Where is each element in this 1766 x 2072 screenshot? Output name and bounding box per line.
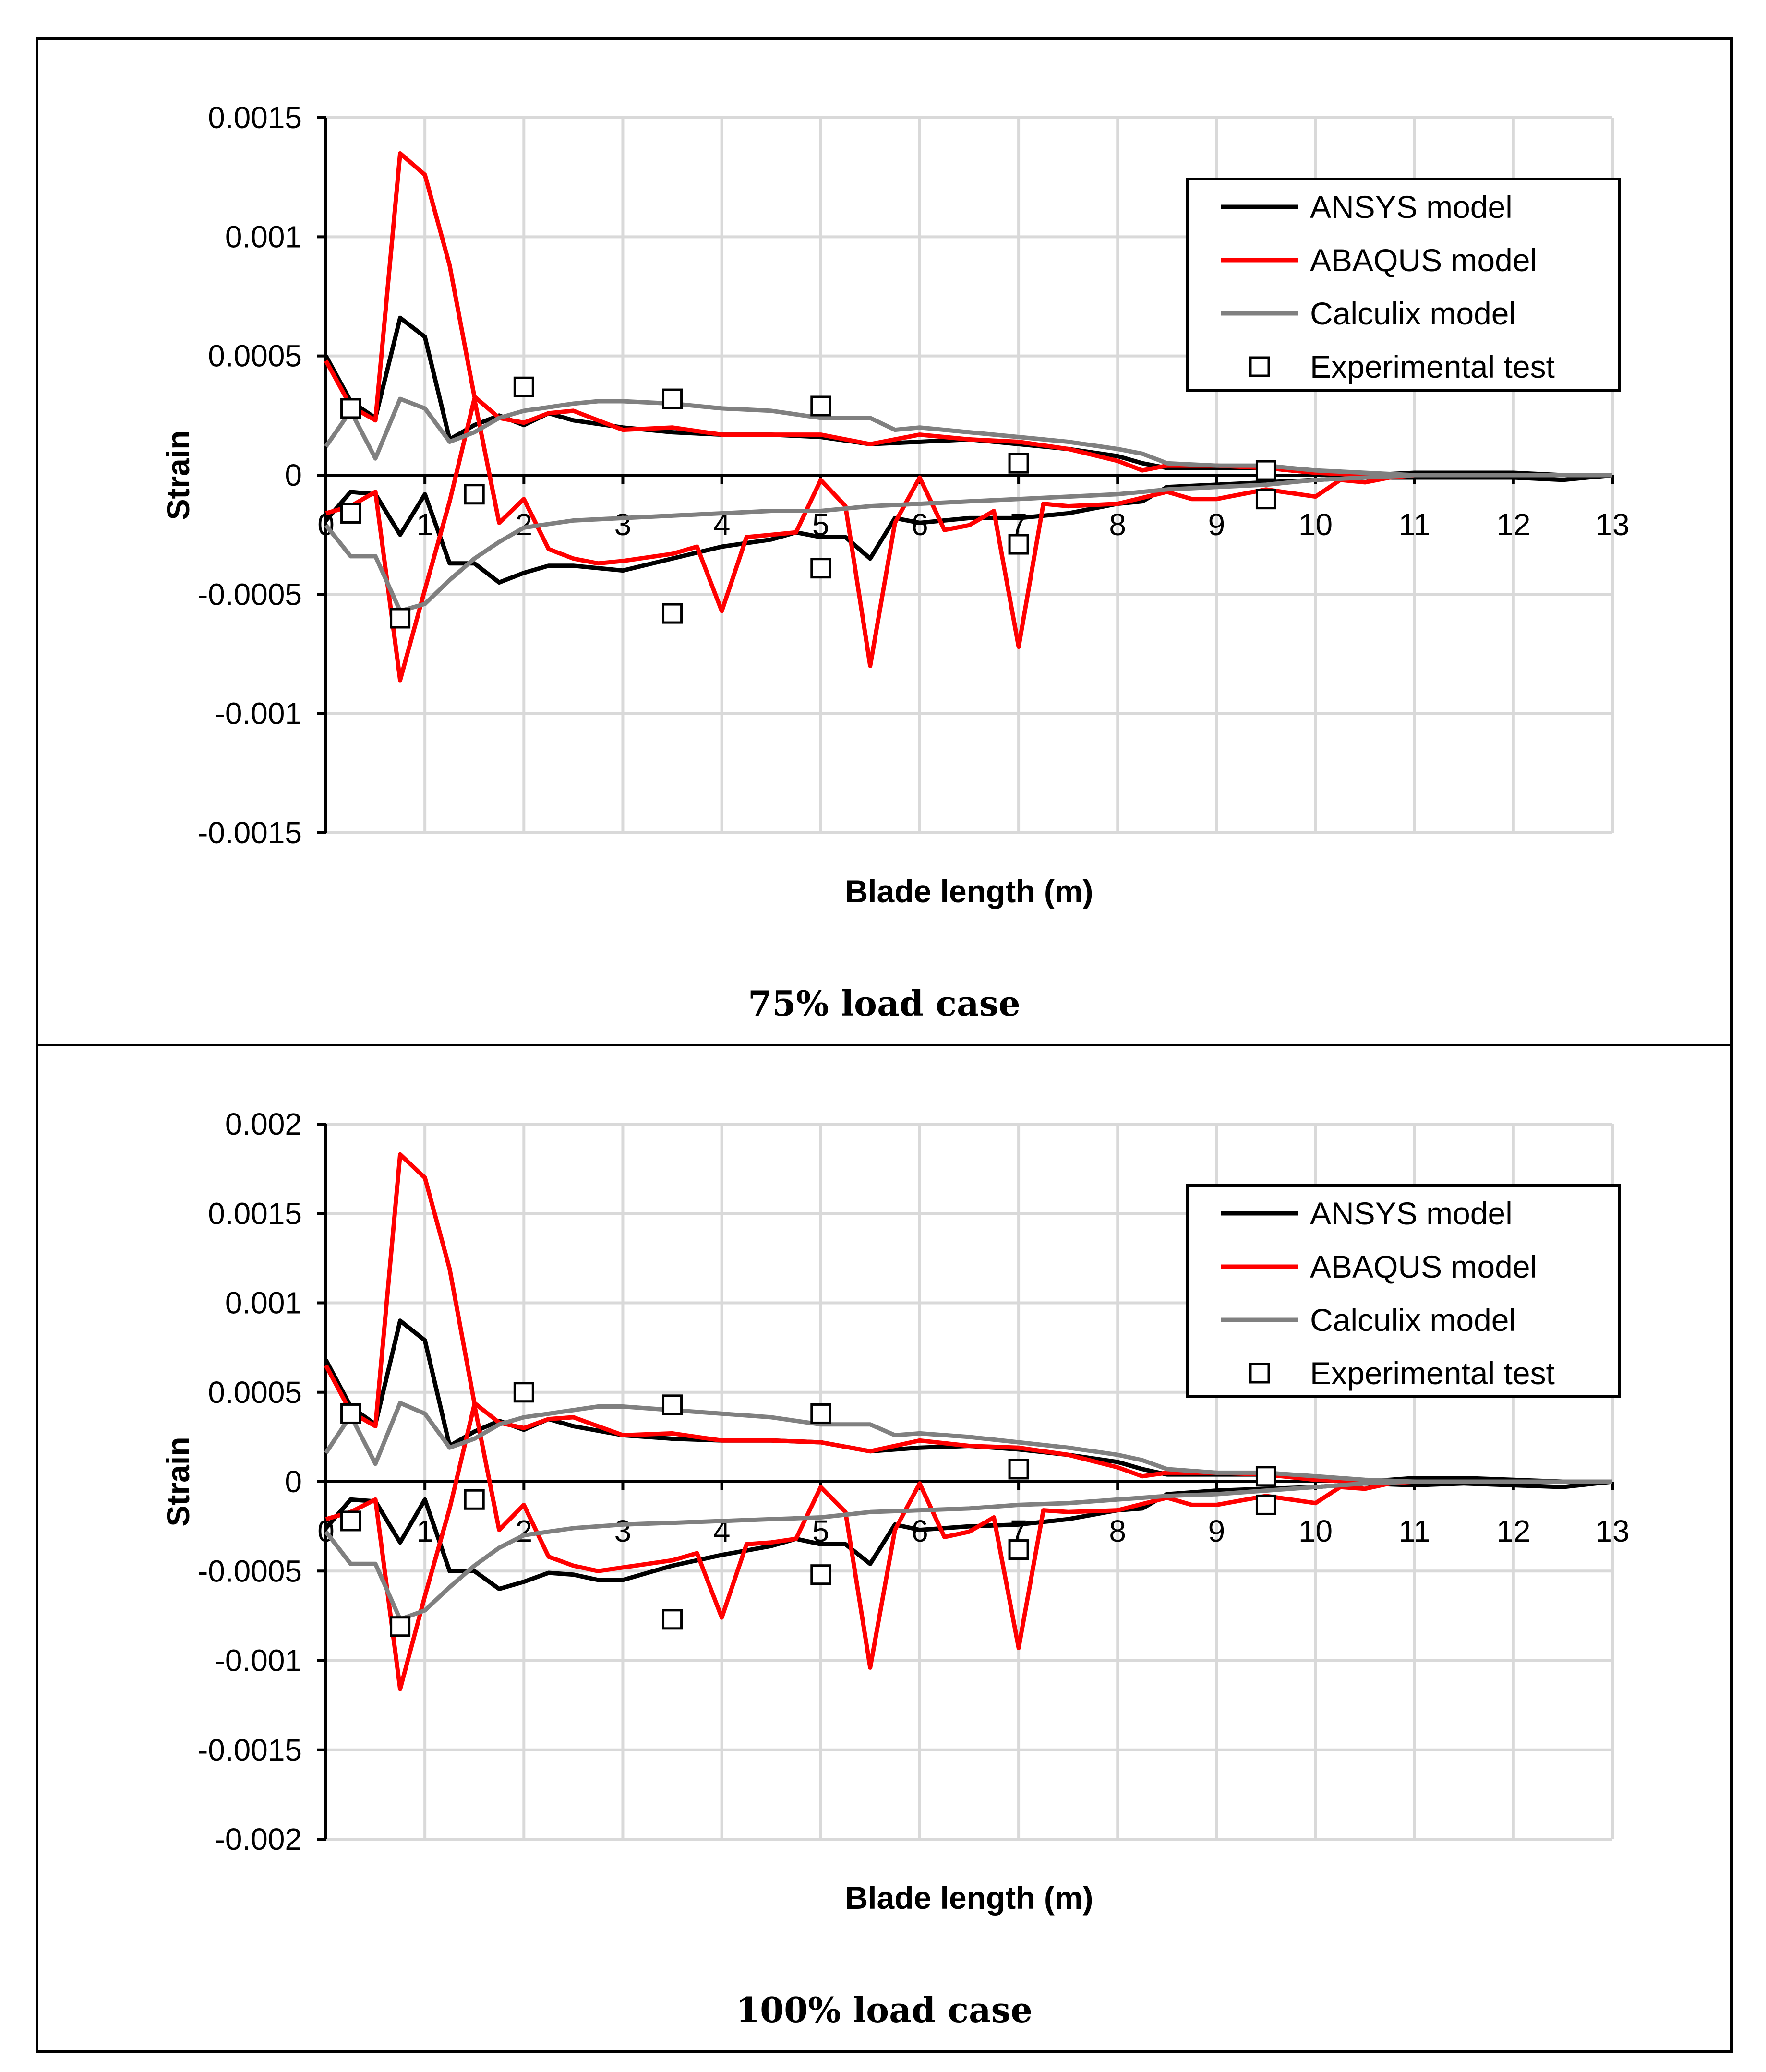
series-line xyxy=(324,1479,1612,1622)
legend-label: Calculix model xyxy=(1310,296,1516,331)
x-tick-label: 13 xyxy=(1595,1514,1629,1548)
series-line xyxy=(324,473,1612,613)
x-tick-label: 9 xyxy=(1208,507,1225,542)
x-tick-label: 11 xyxy=(1398,1514,1430,1548)
experimental-point xyxy=(662,388,683,409)
y-tick-label: 0 xyxy=(285,1464,302,1499)
x-tick-label: 10 xyxy=(1298,507,1333,542)
x-axis-title: Blade length (m) xyxy=(845,874,1093,909)
y-tick-label: 0.0005 xyxy=(208,339,302,373)
series-line xyxy=(324,1152,1612,1484)
x-tick-label: 12 xyxy=(1496,507,1530,542)
y-tick-label: -0.001 xyxy=(215,696,302,731)
y-tick-label: 0 xyxy=(285,458,302,492)
experimental-point xyxy=(1255,1466,1276,1487)
series-line xyxy=(324,1401,1612,1484)
experimental-point xyxy=(810,558,831,579)
y-tick-label: -0.0015 xyxy=(198,1733,302,1767)
series-line xyxy=(324,396,1612,478)
experimental-point xyxy=(1255,460,1276,481)
experimental-point xyxy=(464,484,485,505)
legend-label: ABAQUS model xyxy=(1310,242,1537,278)
y-tick-label: -0.0015 xyxy=(198,815,302,850)
legend: ANSYS model ABAQUS model Calculix model Exp… xyxy=(1186,178,1621,392)
experimental-point xyxy=(340,503,361,524)
experimental-point xyxy=(810,395,831,417)
series-line xyxy=(324,151,1612,478)
y-axis-title: Strain xyxy=(160,430,196,520)
chart-panel-100: 0.002 0.0015 0.001 0.0005 0 -0.0005 -0.001 -0.0… xyxy=(36,1044,1733,2053)
experimental-point xyxy=(1008,453,1029,474)
experimental-point xyxy=(1008,534,1029,555)
experimental-point xyxy=(390,608,411,629)
y-tick-label: 0.0015 xyxy=(208,1196,302,1231)
legend-label: Calculix model xyxy=(1310,1302,1516,1338)
legend-box xyxy=(1186,1184,1621,1398)
experimental-point xyxy=(513,376,534,397)
experimental-point xyxy=(1255,489,1276,510)
series-calculix-model xyxy=(324,396,1612,613)
x-tick-label: 10 xyxy=(1298,1514,1333,1548)
legend-label: Experimental test xyxy=(1310,349,1555,384)
chart-caption: 75% load case xyxy=(748,983,1021,1024)
y-tick-label: 0.0005 xyxy=(208,1375,302,1410)
legend-swatch xyxy=(1249,356,1270,377)
series-experimental-test xyxy=(340,376,1276,629)
y-tick-label: -0.0005 xyxy=(198,577,302,611)
series-abaqus-model xyxy=(324,151,1612,683)
y-tick-label: 0.0015 xyxy=(208,100,302,135)
y-tick-label: 0.002 xyxy=(225,1107,302,1141)
experimental-point xyxy=(810,1403,831,1424)
experimental-point xyxy=(810,1564,831,1585)
experimental-point xyxy=(662,1394,683,1415)
strain-chart-100: 0.002 0.0015 0.001 0.0005 0 -0.0005 -0.001 -0.0… xyxy=(160,1107,1630,1916)
experimental-point xyxy=(1008,1539,1029,1560)
experimental-point xyxy=(340,1403,361,1424)
experimental-point xyxy=(464,1489,485,1510)
series-experimental-test xyxy=(340,1382,1276,1637)
experimental-point xyxy=(1008,1459,1029,1480)
y-axis-title: Strain xyxy=(160,1437,196,1526)
legend-label: Experimental test xyxy=(1310,1355,1555,1391)
legend-label: ANSYS model xyxy=(1310,189,1513,225)
x-tick-label: 8 xyxy=(1109,1514,1126,1548)
chart-caption: 100% load case xyxy=(735,1989,1033,2030)
experimental-point xyxy=(340,398,361,419)
experimental-point xyxy=(390,1616,411,1637)
experimental-point xyxy=(1255,1494,1276,1515)
x-axis-title: Blade length (m) xyxy=(845,1880,1093,1916)
experimental-point xyxy=(340,1510,361,1532)
experimental-point xyxy=(513,1382,534,1403)
x-tick-label: 3 xyxy=(614,1514,632,1548)
series-calculix-model xyxy=(324,1401,1612,1622)
x-tick-label: 13 xyxy=(1595,507,1629,542)
x-tick-label: 9 xyxy=(1208,1514,1225,1548)
legend-swatch xyxy=(1249,1363,1270,1384)
series-line xyxy=(325,1402,1612,1691)
y-tick-label: -0.001 xyxy=(215,1643,302,1678)
legend-label: ANSYS model xyxy=(1310,1196,1513,1231)
y-tick-label: 0.001 xyxy=(225,219,302,254)
chart-panel-75: 0.0015 0.001 0.0005 0 -0.0005 -0.001 -0.0015 0 1… xyxy=(36,37,1733,1046)
series-abaqus-model xyxy=(324,1152,1612,1691)
y-tick-label: -0.002 xyxy=(215,1822,302,1856)
y-tick-label: 0.001 xyxy=(225,1286,302,1320)
x-tick-label: 12 xyxy=(1496,1514,1530,1548)
x-tick-label: 8 xyxy=(1109,507,1126,542)
experimental-point xyxy=(662,1609,683,1630)
legend-label: ABAQUS model xyxy=(1310,1249,1537,1284)
legend: ANSYS model ABAQUS model Calculix model Exp… xyxy=(1186,1184,1621,1398)
series-line xyxy=(325,396,1612,683)
experimental-point xyxy=(662,603,683,624)
x-tick-label: 3 xyxy=(614,507,632,542)
legend-box xyxy=(1186,178,1621,392)
x-tick-label: 11 xyxy=(1398,507,1430,542)
y-tick-label: -0.0005 xyxy=(198,1554,302,1588)
